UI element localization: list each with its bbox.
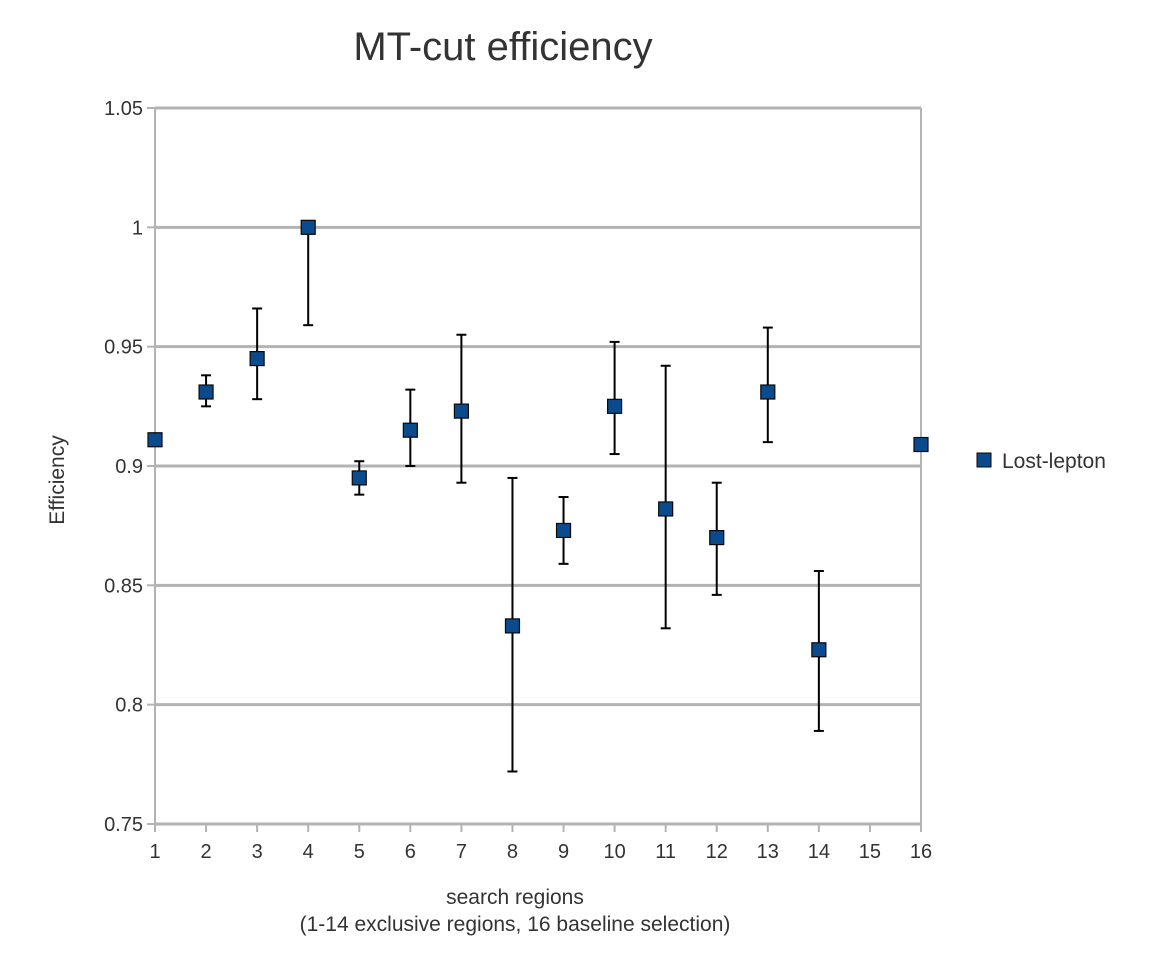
data-point xyxy=(555,522,572,539)
data-point xyxy=(709,529,725,546)
data-point xyxy=(504,618,521,634)
data-markers xyxy=(147,219,929,658)
error-bar xyxy=(609,340,620,456)
x-tick-label: 2 xyxy=(201,841,212,863)
x-axis-label: search regions xyxy=(446,886,584,909)
x-tick-label: 11 xyxy=(655,841,676,863)
legend-swatch-lost-lepton xyxy=(976,452,992,468)
data-point xyxy=(658,501,674,517)
y-tick-label: 0.8 xyxy=(115,695,143,717)
x-tick-label: 7 xyxy=(456,841,467,863)
x-tick-label: 16 xyxy=(910,841,932,863)
x-tick-label: 1 xyxy=(149,841,160,863)
x-tick-label: 13 xyxy=(757,841,779,863)
data-point xyxy=(402,422,418,438)
x-tick-label: 15 xyxy=(859,841,881,863)
data-point xyxy=(811,642,827,658)
x-tick-label: 5 xyxy=(354,841,365,863)
data-point xyxy=(760,384,776,400)
x-tick-label: 9 xyxy=(558,841,569,863)
legend-label-lost-lepton: Lost-lepton xyxy=(1002,450,1106,473)
chart-title: MT-cut efficiency xyxy=(353,25,652,69)
y-tick-label: 0.9 xyxy=(115,456,143,478)
data-point xyxy=(198,384,214,400)
gridlines xyxy=(155,106,921,826)
x-axis-ticks: 1 2 3 4 5 6 7 8 9 10 11 12 13 14 15 16 xyxy=(149,824,932,863)
y-axis-label: Efficiency xyxy=(46,435,69,525)
data-point xyxy=(606,398,623,414)
data-point xyxy=(249,351,265,367)
x-axis-sublabel: (1-14 exclusive regions, 16 baseline sel… xyxy=(300,913,731,936)
y-tick-label: 1 xyxy=(132,217,143,239)
y-tick-label: 0.85 xyxy=(104,575,143,597)
error-bar xyxy=(660,364,671,630)
data-point xyxy=(913,436,929,453)
x-tick-label: 10 xyxy=(603,841,625,863)
x-tick-label: 14 xyxy=(808,841,830,863)
data-point xyxy=(300,219,316,235)
x-tick-label: 4 xyxy=(303,841,314,863)
y-tick-label: 0.95 xyxy=(104,337,143,359)
data-point xyxy=(351,470,367,486)
x-tick-label: 3 xyxy=(252,841,263,863)
y-tick-label: 0.75 xyxy=(104,814,143,836)
y-axis-ticks: 0.75 0.8 0.85 0.9 0.95 1 1.05 xyxy=(104,98,155,836)
x-tick-label: 8 xyxy=(507,841,518,863)
data-point xyxy=(453,403,469,419)
x-tick-label: 6 xyxy=(405,841,416,863)
legend: Lost-lepton xyxy=(976,450,1106,473)
data-point xyxy=(147,432,163,448)
y-tick-label: 1.05 xyxy=(104,98,143,120)
x-tick-label: 12 xyxy=(706,841,728,863)
